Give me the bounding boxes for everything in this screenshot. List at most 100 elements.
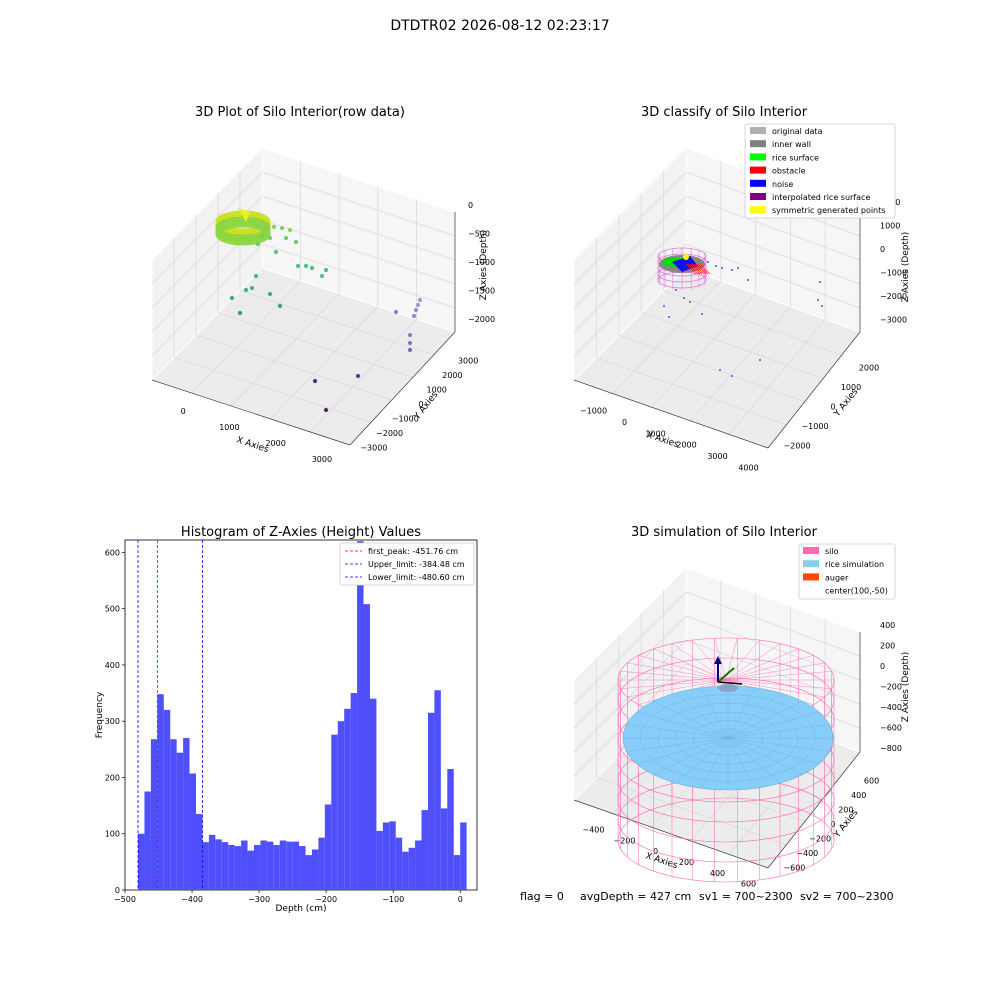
p1-point — [277, 303, 283, 309]
auger-center — [718, 684, 738, 692]
p2-noise-point — [731, 269, 733, 271]
y-tick-label: 100 — [105, 830, 120, 839]
auger-arrows — [714, 656, 743, 692]
p4-x-tick: 200 — [679, 858, 694, 867]
x-tick-label: −100 — [382, 895, 404, 904]
p1-point — [243, 287, 249, 293]
p1-x-tick: 3000 — [312, 455, 332, 464]
grid-line — [151, 171, 263, 285]
p1-point — [407, 340, 413, 346]
silo-spoke — [725, 679, 825, 698]
p1-point — [413, 307, 419, 313]
p1-z-tick: −1500 — [468, 287, 495, 296]
histogram-xticks: −500 −400 −300 −200 −100 0 — [114, 890, 463, 904]
histogram-bar — [150, 739, 158, 890]
histogram-title: Histogram of Z-Axies (Height) Values — [181, 525, 421, 540]
histogram-bar — [292, 841, 300, 890]
p2-z-tick: 0 — [880, 245, 885, 254]
p4-x-tick: 600 — [741, 880, 756, 889]
histogram-bar — [228, 844, 235, 890]
x-tick-label: −200 — [315, 895, 337, 904]
p2-noise-point — [683, 297, 685, 299]
histogram-bar — [415, 840, 422, 890]
p4-z-tick: 400 — [880, 621, 895, 630]
histogram-bar — [247, 850, 254, 890]
grid-line — [651, 293, 756, 408]
p2-legend-frame — [744, 123, 896, 219]
auger-y-arrow — [717, 667, 735, 683]
p2-y-tick: −1000 — [801, 422, 828, 431]
grid-line — [173, 357, 372, 423]
grid-line — [685, 591, 861, 657]
p2-legend-swatch — [750, 193, 766, 200]
y-tick-label: 600 — [105, 548, 120, 557]
grid-line — [270, 306, 379, 420]
panel-classify-title: 3D classify of Silo Interior — [641, 105, 808, 120]
p1-point — [407, 347, 413, 353]
p1-point — [267, 291, 273, 297]
p1-x-tick: 0 — [181, 407, 186, 416]
p2-noise-point — [663, 305, 665, 307]
rice-mesh-line — [700, 687, 729, 739]
p1-y-tick: 1000 — [427, 385, 447, 394]
rice-mesh-line — [727, 737, 756, 789]
p4-legend-swatch — [803, 573, 819, 581]
p1-point — [319, 273, 325, 279]
p1-point — [295, 263, 301, 269]
grid-line — [573, 639, 687, 753]
status-sv2: sv2 = 700~2300 — [800, 890, 894, 903]
p1-point — [249, 285, 255, 291]
auger-x-arrow — [717, 681, 743, 685]
rice-mesh-line — [637, 711, 729, 739]
p2-y-tick: 2000 — [859, 364, 879, 373]
p1-point — [283, 235, 289, 241]
silo-spoke — [653, 648, 727, 681]
p4-y-tick: 200 — [838, 805, 853, 814]
histogram-bar — [266, 841, 274, 890]
silo-spoke — [725, 662, 825, 681]
p1-point — [263, 225, 269, 231]
silo-spoke — [627, 679, 727, 698]
histogram-bar — [138, 833, 145, 890]
panel-simulation-title: 3D simulation of Silo Interior — [631, 525, 818, 540]
histogram-bar — [286, 841, 293, 890]
rice-mesh-line — [727, 737, 830, 752]
status-sv1: sv1 = 700~2300 — [699, 890, 793, 903]
grid-line — [573, 219, 687, 333]
p2-obstacle-line — [691, 263, 703, 275]
p1-y-tick: −2000 — [376, 429, 403, 438]
p1-surface-ring — [215, 222, 271, 246]
p2-obstacle-line — [689, 263, 701, 275]
grid-line — [239, 290, 435, 355]
histogram-bar — [195, 814, 203, 890]
histogram-bar — [453, 855, 461, 890]
silo-spoke — [725, 679, 832, 689]
p4-legend: silo rice simulation auger center(100,-50) — [798, 543, 896, 600]
rice-mesh-line — [727, 737, 803, 775]
p1-point — [323, 267, 329, 273]
status-flag: flag = 0 — [520, 890, 564, 903]
panel-simulation: 3D simulation of Silo Interior −400 −200 0… — [573, 525, 911, 889]
p2-noise-cluster — [672, 256, 698, 272]
p4-x-tick: −400 — [583, 825, 605, 834]
p2-noise-point — [821, 305, 823, 307]
silo-spoke — [692, 639, 727, 681]
p1-point — [279, 225, 285, 231]
grid-line — [690, 306, 791, 422]
rice-mesh-line — [626, 724, 729, 739]
silo-spoke — [725, 671, 832, 681]
grid-line — [685, 615, 861, 681]
rice-mesh-line — [727, 692, 781, 739]
histogram-bar — [357, 541, 364, 890]
y-tick-label: 200 — [105, 773, 120, 782]
grid-line — [191, 280, 301, 394]
histogram-bar — [305, 855, 312, 890]
p1-y-tick: −3000 — [360, 444, 387, 453]
silo-spoke — [627, 662, 727, 681]
histogram-bar — [157, 694, 164, 890]
y-axis-line — [767, 331, 861, 449]
p2-x-tick: 1000 — [645, 429, 665, 438]
histogram-bar — [460, 822, 467, 890]
p4-z-tick: 0 — [880, 662, 885, 671]
